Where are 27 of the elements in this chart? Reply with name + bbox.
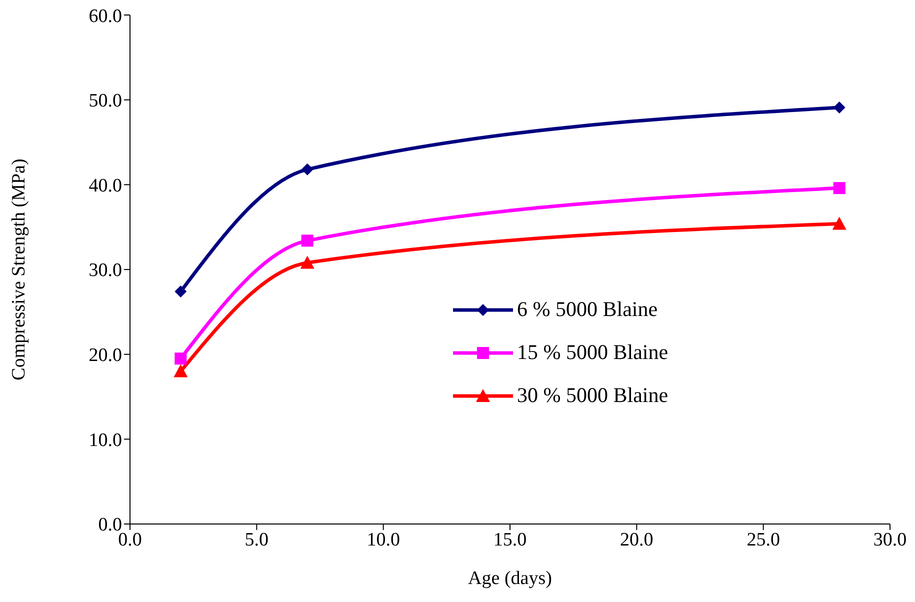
x-tick-label: 0.0 [118, 529, 142, 550]
x-tick-label: 25.0 [746, 529, 780, 550]
point [174, 352, 187, 365]
point [832, 216, 846, 230]
point [833, 101, 846, 114]
point [833, 182, 846, 194]
y-tick-label: 30.0 [88, 260, 122, 282]
x-tick-label: 30.0 [873, 529, 907, 550]
point [301, 163, 314, 176]
y-tick-label: 20.0 [88, 345, 122, 366]
legend-label: 15 % 5000 Blaine [517, 340, 668, 365]
y-tick-label: 50.0 [88, 90, 122, 112]
point [300, 256, 314, 269]
point [174, 286, 187, 298]
x-tick-label: 15.0 [493, 529, 527, 550]
y-tick-label: 40.0 [88, 175, 122, 196]
x-tick-label: 10.0 [366, 529, 400, 550]
y-tick-label: 60.0 [88, 6, 122, 27]
x-tick-label: 20.0 [620, 529, 654, 550]
legend-label: 6 % 5000 Blaine [517, 297, 658, 322]
legend-label: 30 % 5000 Blaine [517, 383, 668, 408]
x-tick-label: 5.0 [244, 529, 269, 550]
x-axis-title: Age (days) [468, 568, 552, 589]
point [174, 364, 188, 378]
y-tick-label: 10.0 [88, 430, 122, 451]
point [301, 234, 314, 247]
y-axis-title: Compressive Strength (MPa) [8, 158, 30, 380]
